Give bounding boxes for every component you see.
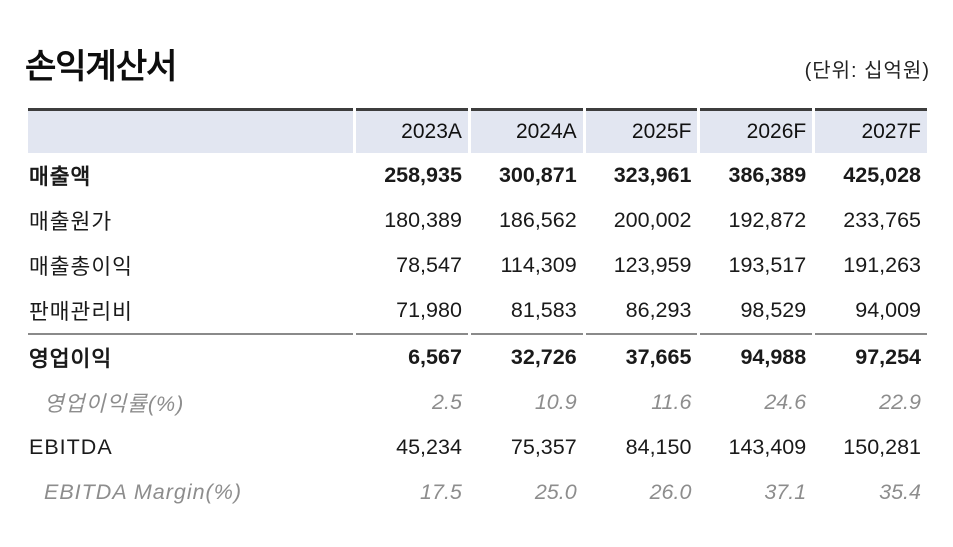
row-label: 매출총이익 xyxy=(29,255,133,279)
row-sgna: 판매관리비 71,980 81,583 86,293 98,529 94,009 xyxy=(28,288,927,333)
row-label: EBITDA Margin(%) xyxy=(44,480,242,504)
cell-value: 81,583 xyxy=(510,298,577,322)
column-header-2024a: 2024A xyxy=(470,108,583,153)
cell-value: 323,961 xyxy=(613,163,692,187)
cell-value: 114,309 xyxy=(500,253,577,277)
cell-value: 186,562 xyxy=(498,208,577,232)
cell-value: 180,389 xyxy=(384,208,462,232)
cell-value: 150,281 xyxy=(843,435,921,459)
cell-value: 25.0 xyxy=(534,480,577,504)
cell-value: 78,547 xyxy=(396,253,462,277)
cell-value: 35.4 xyxy=(879,480,921,504)
cell-value: 22.9 xyxy=(879,390,921,414)
cell-value: 193,517 xyxy=(728,253,807,277)
column-header-2025f: 2025F xyxy=(585,108,698,153)
row-operating-margin: 영업이익률(%) 2.5 10.9 11.6 24.6 22.9 xyxy=(28,380,927,425)
cell-value: 258,935 xyxy=(384,163,462,187)
row-label: 판매관리비 xyxy=(29,300,133,324)
cell-value: 86,293 xyxy=(625,298,692,322)
column-header-row: 2023A 2024A 2025F 2026F 2027F xyxy=(28,108,927,153)
row-ebitda: EBITDA 45,234 75,357 84,150 143,409 150,… xyxy=(28,425,927,470)
page-title: 손익계산서 xyxy=(25,48,177,86)
cell-value: 386,389 xyxy=(728,163,807,187)
row-gross-profit: 매출총이익 78,547 114,309 123,959 193,517 191… xyxy=(28,243,927,288)
cell-value: 71,980 xyxy=(396,298,462,322)
cell-value: 200,002 xyxy=(613,208,692,232)
cell-value: 143,409 xyxy=(728,435,807,459)
column-header-2026f: 2026F xyxy=(700,108,813,153)
cell-value: 17.5 xyxy=(420,480,462,504)
cell-value: 32,726 xyxy=(470,333,583,380)
row-label: 영업이익률(%) xyxy=(44,392,185,416)
cell-value: 84,150 xyxy=(625,435,692,459)
cell-value: 98,529 xyxy=(740,298,807,322)
column-header-blank xyxy=(28,108,354,153)
row-label: 매출액 xyxy=(29,165,92,189)
row-ebitda-margin: EBITDA Margin(%) 17.5 25.0 26.0 37.1 35.… xyxy=(28,470,927,515)
row-label: 영업이익 xyxy=(28,333,354,380)
row-revenue: 매출액 258,935 300,871 323,961 386,389 425,… xyxy=(28,153,927,198)
cell-value: 192,872 xyxy=(728,208,807,232)
cell-value: 11.6 xyxy=(651,390,692,414)
income-statement-table: 2023A 2024A 2025F 2026F 2027F 매출액 258,93… xyxy=(25,108,930,515)
cell-value: 300,871 xyxy=(498,163,577,187)
page-header: 손익계산서 (단위: 십억원) xyxy=(25,34,930,84)
cell-value: 6,567 xyxy=(356,333,468,380)
cell-value: 45,234 xyxy=(396,435,462,459)
cell-value: 97,254 xyxy=(815,333,927,380)
cell-value: 10.9 xyxy=(534,390,577,414)
column-header-2023a: 2023A xyxy=(356,108,468,153)
unit-label: (단위: 십억원) xyxy=(804,60,930,82)
cell-value: 26.0 xyxy=(649,480,692,504)
cell-value: 37.1 xyxy=(764,480,807,504)
row-cogs: 매출원가 180,389 186,562 200,002 192,872 233… xyxy=(28,198,927,243)
cell-value: 191,263 xyxy=(843,253,921,277)
cell-value: 75,357 xyxy=(510,435,577,459)
row-label: 매출원가 xyxy=(29,210,113,234)
cell-value: 94,009 xyxy=(855,298,921,322)
cell-value: 123,959 xyxy=(613,253,692,277)
cell-value: 94,988 xyxy=(700,333,813,380)
cell-value: 425,028 xyxy=(843,163,921,187)
cell-value: 37,665 xyxy=(585,333,698,380)
cell-value: 233,765 xyxy=(843,208,921,232)
row-operating-profit: 영업이익 6,567 32,726 37,665 94,988 97,254 xyxy=(28,333,927,380)
row-label: EBITDA xyxy=(29,435,113,459)
column-header-2027f: 2027F xyxy=(815,108,927,153)
cell-value: 2.5 xyxy=(432,390,462,414)
cell-value: 24.6 xyxy=(764,390,807,414)
